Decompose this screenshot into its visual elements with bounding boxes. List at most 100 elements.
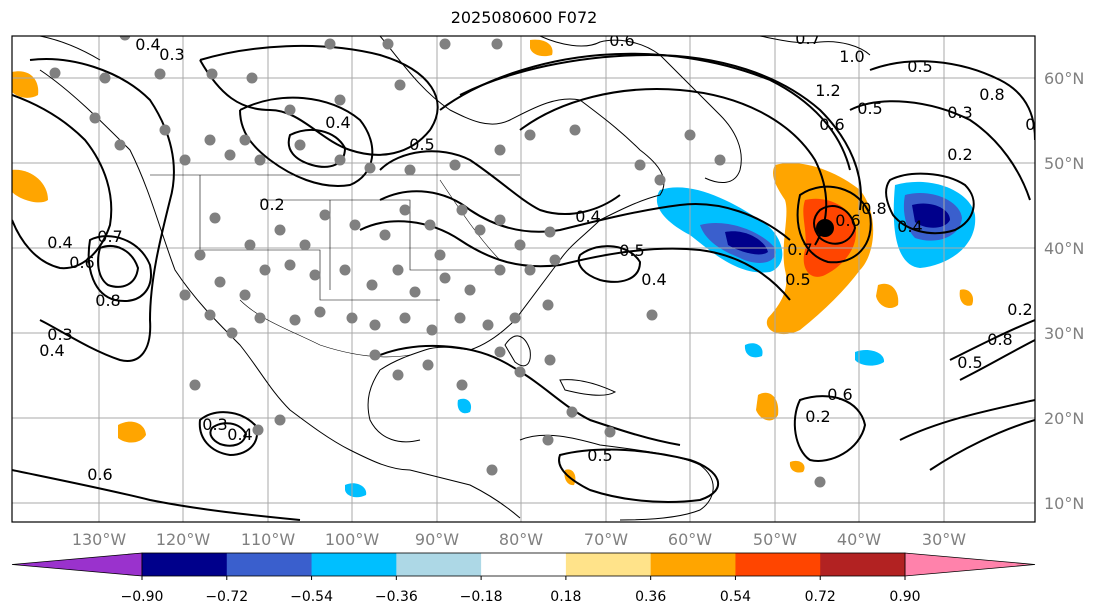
contour-label: 0.6	[827, 385, 852, 404]
station-dot	[226, 327, 238, 339]
station-dot	[159, 124, 171, 136]
station-dot	[334, 94, 346, 106]
contour-labels: 0.40.30.6 0.71.00.51.2 0.80.30.40.50.20.40…	[39, 29, 1035, 484]
station-dot	[524, 129, 536, 141]
station-dot	[382, 38, 394, 50]
colorbar	[11, 552, 1036, 577]
station-dot	[409, 286, 421, 298]
contour-label: 0.3	[47, 325, 72, 344]
contour-label: 0.7	[787, 240, 812, 259]
contour-label: 1.2	[815, 81, 840, 100]
colorbar-segment	[565, 553, 652, 576]
station-dot	[214, 276, 226, 288]
station-dot	[486, 464, 498, 476]
station-dot	[119, 36, 131, 41]
station-dot	[314, 306, 326, 318]
lon-label: 60°W	[668, 530, 712, 549]
contour-label: 0.4	[641, 270, 666, 289]
station-dot	[284, 104, 296, 116]
contour-label: 0.5	[957, 353, 982, 372]
station-dot	[464, 284, 476, 296]
station-dot	[542, 434, 554, 446]
lon-label: 80°W	[499, 530, 543, 549]
station-dot	[284, 259, 296, 271]
station-dot	[392, 369, 404, 381]
lon-label: 30°W	[922, 530, 966, 549]
colorbar-tick-label: 0.54	[720, 589, 751, 605]
station-dot	[474, 224, 486, 236]
contour-label: 0.2	[947, 145, 972, 164]
lon-label: 50°W	[753, 530, 797, 549]
colorbar-tick-label: −0.54	[290, 589, 333, 605]
station-dot	[339, 264, 351, 276]
station-dot	[254, 154, 266, 166]
borders	[150, 174, 520, 358]
lon-label: 70°W	[584, 530, 628, 549]
station-dot	[509, 312, 521, 324]
station-dot	[99, 72, 111, 84]
station-dot	[239, 289, 251, 301]
station-dot	[814, 476, 826, 488]
station-dot	[399, 312, 411, 324]
colorbar-tick-label: 0.72	[805, 589, 836, 605]
colorbar-tick-label: −0.72	[205, 589, 248, 605]
station-dot	[209, 212, 221, 224]
station-dot	[544, 354, 556, 366]
lat-label: 60°N	[1044, 69, 1084, 88]
station-dot	[254, 312, 266, 324]
station-dot	[179, 154, 191, 166]
contour-label: 0.5	[587, 446, 612, 465]
lon-label: 110°W	[241, 530, 296, 549]
colorbar-segment	[650, 553, 736, 576]
contour-label: 0.4	[39, 341, 64, 360]
contour-label: 0.5	[619, 241, 644, 260]
colorbar-tick-label: 0.18	[550, 589, 581, 605]
colorbar-extend-low	[11, 552, 143, 577]
station-dot	[394, 79, 406, 91]
station-dot	[494, 346, 506, 358]
station-dots	[49, 36, 826, 488]
station-dot	[364, 162, 376, 174]
contour-label: 0.4	[325, 113, 350, 132]
center-marker	[816, 219, 834, 237]
latitude-labels: 60°N 50°N 40°N 30°N 20°N 10°N	[1044, 69, 1084, 513]
contour-label: 0.6	[609, 31, 634, 50]
lat-label: 30°N	[1044, 324, 1084, 343]
station-dot	[542, 299, 554, 311]
station-dot	[714, 154, 726, 166]
station-dot	[154, 68, 166, 80]
contour-label: 0.2	[259, 195, 284, 214]
station-dot	[434, 249, 446, 261]
colorbar-segment	[396, 553, 482, 576]
colorbar-tick-label: −0.90	[121, 589, 164, 605]
contour-label: 0.6	[87, 465, 112, 484]
station-dot	[634, 159, 646, 171]
lon-label: 90°W	[415, 530, 459, 549]
station-dot	[439, 38, 451, 50]
station-dot	[194, 249, 206, 261]
station-dot	[426, 324, 438, 336]
station-dot	[604, 426, 616, 438]
station-dot	[646, 309, 658, 321]
station-dot	[289, 314, 301, 326]
lon-label: 130°W	[72, 530, 127, 549]
station-dot	[319, 209, 331, 221]
contour-label: 0.7	[795, 29, 820, 48]
lon-label: 100°W	[325, 530, 380, 549]
station-dot	[456, 204, 468, 216]
station-dot	[684, 129, 696, 141]
station-dot	[379, 229, 391, 241]
contour-label: 0.2	[805, 407, 830, 426]
station-dot	[239, 134, 251, 146]
contour-label: 0.4	[897, 217, 922, 236]
station-dot	[204, 134, 216, 146]
contour-label: 0.3	[202, 415, 227, 434]
station-dot	[439, 272, 451, 284]
lat-label: 50°N	[1044, 154, 1084, 173]
station-dot	[204, 309, 216, 321]
colorbar-tick-label: −0.18	[460, 589, 503, 605]
station-dot	[49, 67, 61, 79]
station-dot	[299, 239, 311, 251]
station-dot	[569, 124, 581, 136]
